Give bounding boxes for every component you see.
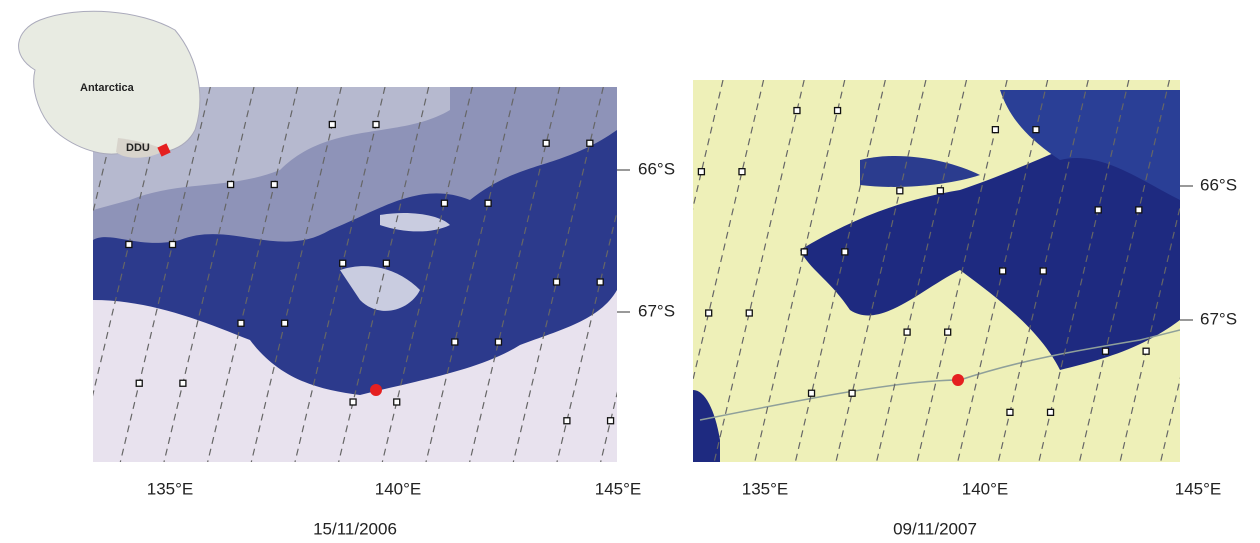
sample-point — [608, 418, 614, 424]
lat-label: 66°S — [1200, 175, 1237, 194]
sample-point — [992, 127, 998, 133]
sample-point — [136, 380, 142, 386]
sample-point — [801, 249, 807, 255]
sample-point — [1198, 287, 1204, 293]
sample-point — [1143, 348, 1149, 354]
station-marker — [952, 374, 964, 386]
sample-point — [1048, 409, 1054, 415]
sample-point — [698, 169, 704, 175]
sample-point — [340, 260, 346, 266]
sample-point — [904, 329, 910, 335]
sample-point — [441, 200, 447, 206]
sample-point — [170, 242, 176, 248]
sample-point — [643, 230, 649, 236]
lat-label: 66°S — [638, 159, 675, 178]
sample-point — [746, 310, 752, 316]
sample-point — [937, 188, 943, 194]
sample-point — [238, 320, 244, 326]
sample-point — [228, 182, 234, 188]
sample-point — [180, 380, 186, 386]
lat-label: 67°S — [1200, 309, 1237, 328]
sample-point — [554, 279, 560, 285]
lon-label: 140°E — [375, 479, 422, 498]
track-line — [0, 87, 36, 462]
sample-point — [1191, 146, 1197, 152]
sample-point — [543, 140, 549, 146]
station-label: DDU — [126, 142, 150, 154]
sample-point — [57, 163, 63, 169]
sample-point — [897, 188, 903, 194]
sample-point — [282, 320, 288, 326]
sample-point — [383, 260, 389, 266]
sample-point — [1007, 409, 1013, 415]
lon-label: 135°E — [147, 479, 194, 498]
sample-point — [350, 399, 356, 405]
sample-point — [68, 302, 74, 308]
sample-point — [691, 27, 697, 33]
sample-point — [1136, 207, 1142, 213]
sample-point — [1040, 268, 1046, 274]
sample-point — [655, 219, 661, 225]
sample-point — [651, 371, 657, 377]
sample-point — [1231, 146, 1237, 152]
track-line — [0, 87, 79, 462]
sample-point — [1103, 348, 1109, 354]
inset-label: Antarctica — [80, 82, 135, 94]
sample-point — [271, 182, 277, 188]
lon-label: 145°E — [595, 479, 642, 498]
sample-point — [945, 329, 951, 335]
date-label: 15/11/2006 — [313, 519, 397, 538]
sample-point — [373, 122, 379, 128]
station-marker — [370, 384, 382, 396]
sample-point — [842, 249, 848, 255]
satellite-image-2007 — [693, 80, 1180, 462]
sample-point — [706, 310, 712, 316]
sample-point — [597, 279, 603, 285]
lon-label: 140°E — [962, 479, 1009, 498]
sample-point — [485, 200, 491, 206]
sample-point — [636, 88, 642, 94]
antarctica-inset: Antarctica DDU — [19, 11, 200, 157]
sample-point — [452, 339, 458, 345]
figure: Antarctica DDU 66°S 67°S 135°E 140°E 145… — [0, 0, 1260, 543]
lat-label: 67°S — [638, 301, 675, 320]
sample-point — [794, 108, 800, 114]
sample-point — [126, 242, 132, 248]
date-label: 09/11/2007 — [893, 519, 977, 538]
lon-label: 145°E — [1175, 479, 1222, 498]
sample-point — [809, 390, 815, 396]
sample-point — [849, 390, 855, 396]
sample-point — [1000, 268, 1006, 274]
sample-point — [495, 339, 501, 345]
sample-point — [587, 140, 593, 146]
lon-label: 135°E — [742, 479, 789, 498]
sample-point — [835, 108, 841, 114]
sample-point — [739, 169, 745, 175]
sample-point — [1095, 207, 1101, 213]
sample-point — [394, 399, 400, 405]
sample-point — [564, 418, 570, 424]
sample-point — [1033, 127, 1039, 133]
sample-point — [329, 122, 335, 128]
